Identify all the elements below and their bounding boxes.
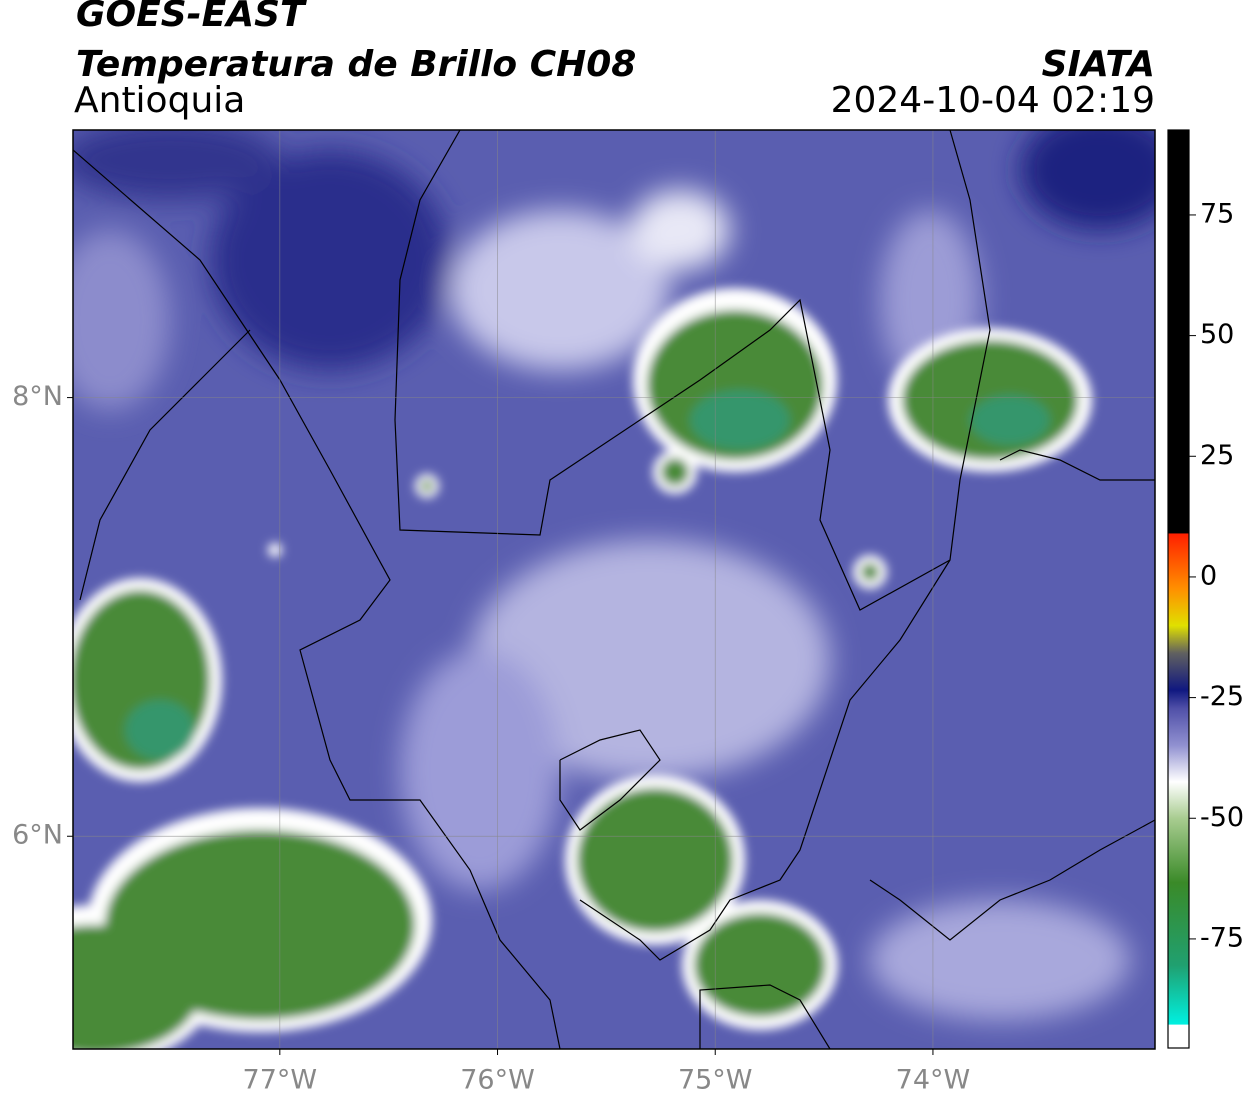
region: Antioquia — [74, 80, 245, 121]
colorbar-tick-label: -75 — [1200, 922, 1244, 953]
x-tick-label: 74°W — [896, 1065, 971, 1096]
colorbar-tick-label: 0 — [1200, 560, 1217, 591]
x-tick-label: 75°W — [678, 1065, 753, 1096]
graticule — [73, 130, 1155, 1049]
title: GOES-EAST — [76, 0, 307, 35]
colorbar-tick-label: -25 — [1200, 681, 1244, 712]
y-tick-label: 6°N — [12, 820, 63, 851]
colorbar-tick-label: 50 — [1200, 319, 1234, 350]
y-tick-label: 8°N — [12, 381, 63, 412]
colorbar-tick-label: -50 — [1200, 802, 1244, 833]
x-tick-label: 77°W — [243, 1065, 318, 1096]
colorbar-tick-label: 75 — [1200, 198, 1234, 229]
colorbar — [1167, 129, 1190, 1049]
x-tick-label: 76°W — [460, 1065, 535, 1096]
map-frame — [72, 129, 1156, 1050]
source: SIATA — [1042, 44, 1155, 85]
colorbar-tick-label: 25 — [1200, 440, 1234, 471]
boundaries — [73, 130, 1155, 1049]
datetime: 2024-10-04 02:19 — [831, 80, 1155, 121]
subtitle: Temperatura de Brillo CH08 — [76, 44, 636, 85]
map-image — [73, 130, 1155, 1049]
